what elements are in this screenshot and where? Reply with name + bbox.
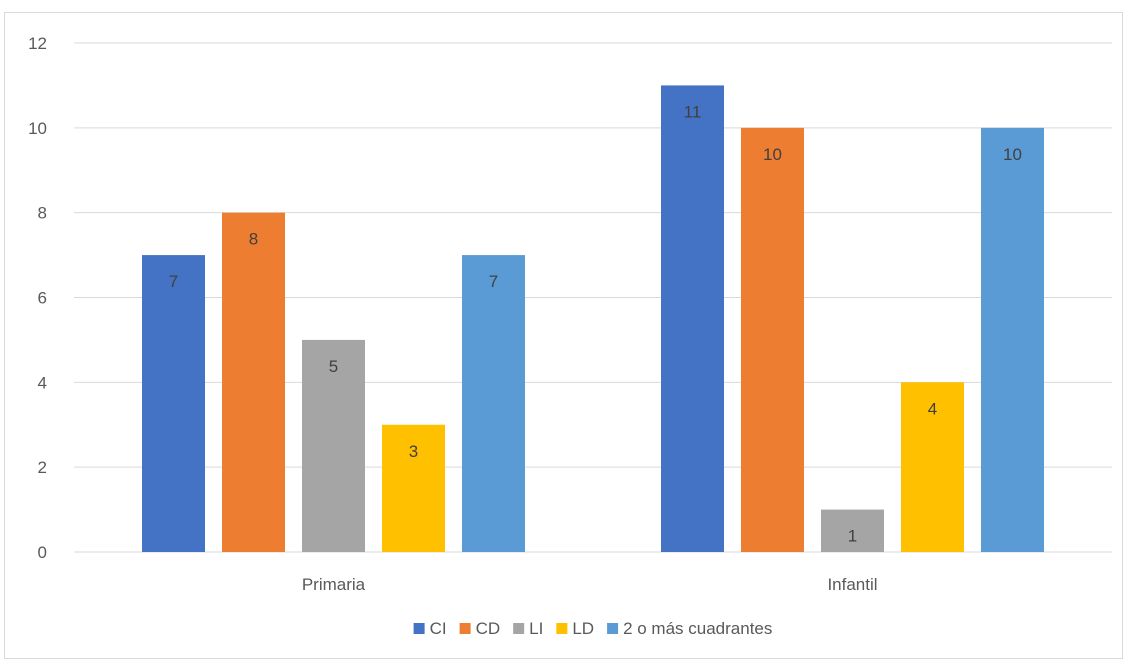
legend-swatch bbox=[513, 623, 525, 634]
y-tick-label: 2 bbox=[38, 458, 47, 477]
x-axis-category-labels: Primaria Infantil bbox=[302, 575, 878, 594]
bar-cd-infantil bbox=[741, 127, 804, 552]
y-axis-tick-labels: 0 2 4 6 8 10 12 bbox=[28, 34, 47, 562]
data-label: 3 bbox=[409, 442, 418, 461]
category-label: Primaria bbox=[302, 575, 366, 594]
category-label: Infantil bbox=[827, 575, 877, 594]
legend-swatch bbox=[556, 623, 568, 634]
y-tick-label: 4 bbox=[38, 373, 47, 392]
data-label: 1 bbox=[848, 527, 857, 546]
y-tick-label: 10 bbox=[28, 119, 47, 138]
bar-ld-primaria bbox=[382, 424, 445, 552]
data-labels: 7 8 5 3 7 11 10 1 4 10 bbox=[169, 102, 1022, 545]
data-label: 7 bbox=[489, 272, 498, 291]
legend-swatch bbox=[413, 623, 425, 634]
legend-label: 2 o más cuadrantes bbox=[623, 619, 772, 638]
legend-label: LD bbox=[572, 619, 594, 638]
data-label: 7 bbox=[169, 272, 178, 291]
data-label: 10 bbox=[763, 145, 782, 164]
legend-swatch bbox=[459, 623, 471, 634]
bar-ld-infantil bbox=[901, 382, 964, 552]
data-label: 5 bbox=[329, 357, 338, 376]
bar-ci-primaria bbox=[142, 255, 205, 553]
bar-ci-infantil bbox=[661, 85, 724, 553]
bar-2-o-m-s-cuadrantes-primaria bbox=[462, 255, 525, 553]
bar-cd-primaria bbox=[222, 212, 285, 552]
bars bbox=[142, 85, 1044, 553]
data-label: 4 bbox=[928, 399, 937, 418]
legend-label: CI bbox=[430, 619, 447, 638]
bar-li-primaria bbox=[302, 339, 365, 552]
data-label: 11 bbox=[684, 102, 702, 121]
legend-label: LI bbox=[529, 619, 543, 638]
bar-li-infantil bbox=[821, 509, 884, 552]
legend-swatch bbox=[607, 623, 619, 634]
y-tick-label: 12 bbox=[28, 34, 47, 53]
y-tick-label: 8 bbox=[38, 204, 47, 223]
bar-2-o-m-s-cuadrantes-infantil bbox=[981, 127, 1044, 552]
legend-label: CD bbox=[476, 619, 501, 638]
data-label: 10 bbox=[1003, 145, 1022, 164]
y-tick-label: 0 bbox=[38, 543, 47, 562]
data-label: 8 bbox=[249, 230, 258, 249]
y-tick-label: 6 bbox=[38, 289, 47, 308]
legend: CI CD LI LD 2 o más cuadrantes bbox=[413, 619, 772, 638]
